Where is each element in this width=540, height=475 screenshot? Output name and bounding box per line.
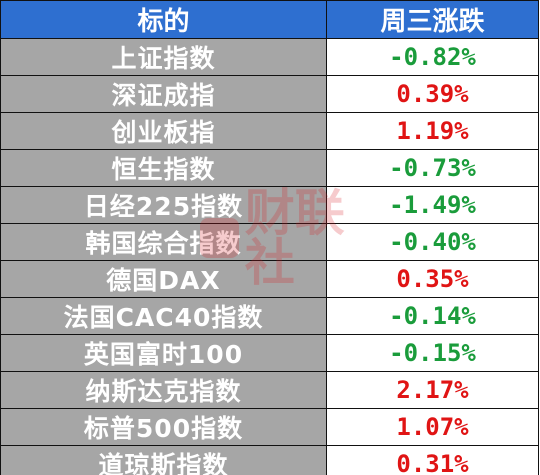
index-change: 1.07% (326, 408, 539, 446)
header-row: 标的 周三涨跌 (0, 0, 539, 39)
index-change: -0.40% (326, 223, 539, 261)
table-row: 纳斯达克指数 2.17% (0, 371, 539, 409)
table-row: 日经225指数 -1.49% (0, 186, 539, 224)
index-change: 0.31% (326, 445, 539, 475)
table-row: 深证成指 0.39% (0, 75, 539, 113)
table-row: 创业板指 1.19% (0, 112, 539, 150)
index-name: 纳斯达克指数 (0, 371, 327, 409)
index-name: 英国富时100 (0, 334, 327, 372)
index-change: -0.73% (326, 149, 539, 187)
header-change: 周三涨跌 (326, 0, 539, 39)
table-row: 恒生指数 -0.73% (0, 149, 539, 187)
index-change: -0.15% (326, 334, 539, 372)
index-change: 1.19% (326, 112, 539, 150)
table-row: 法国CAC40指数 -0.14% (0, 297, 539, 335)
index-name: 创业板指 (0, 112, 327, 150)
index-name: 恒生指数 (0, 149, 327, 187)
table-row: 德国DAX 0.35% (0, 260, 539, 298)
table-row: 道琼斯指数 0.31% (0, 445, 539, 475)
index-name: 标普500指数 (0, 408, 327, 446)
table-row: 标普500指数 1.07% (0, 408, 539, 446)
index-change: 0.35% (326, 260, 539, 298)
index-change: 0.39% (326, 75, 539, 113)
table-row: 英国富时100 -0.15% (0, 334, 539, 372)
table-row: 韩国综合指数 -0.40% (0, 223, 539, 261)
index-name: 日经225指数 (0, 186, 327, 224)
index-change: -0.14% (326, 297, 539, 335)
index-name: 法国CAC40指数 (0, 297, 327, 335)
index-name: 韩国综合指数 (0, 223, 327, 261)
index-name: 深证成指 (0, 75, 327, 113)
table-row: 上证指数 -0.82% (0, 38, 539, 76)
index-change: -0.82% (326, 38, 539, 76)
index-change: -1.49% (326, 186, 539, 224)
index-change: 2.17% (326, 371, 539, 409)
header-name: 标的 (0, 0, 327, 39)
index-name: 道琼斯指数 (0, 445, 327, 475)
index-name: 德国DAX (0, 260, 327, 298)
index-name: 上证指数 (0, 38, 327, 76)
